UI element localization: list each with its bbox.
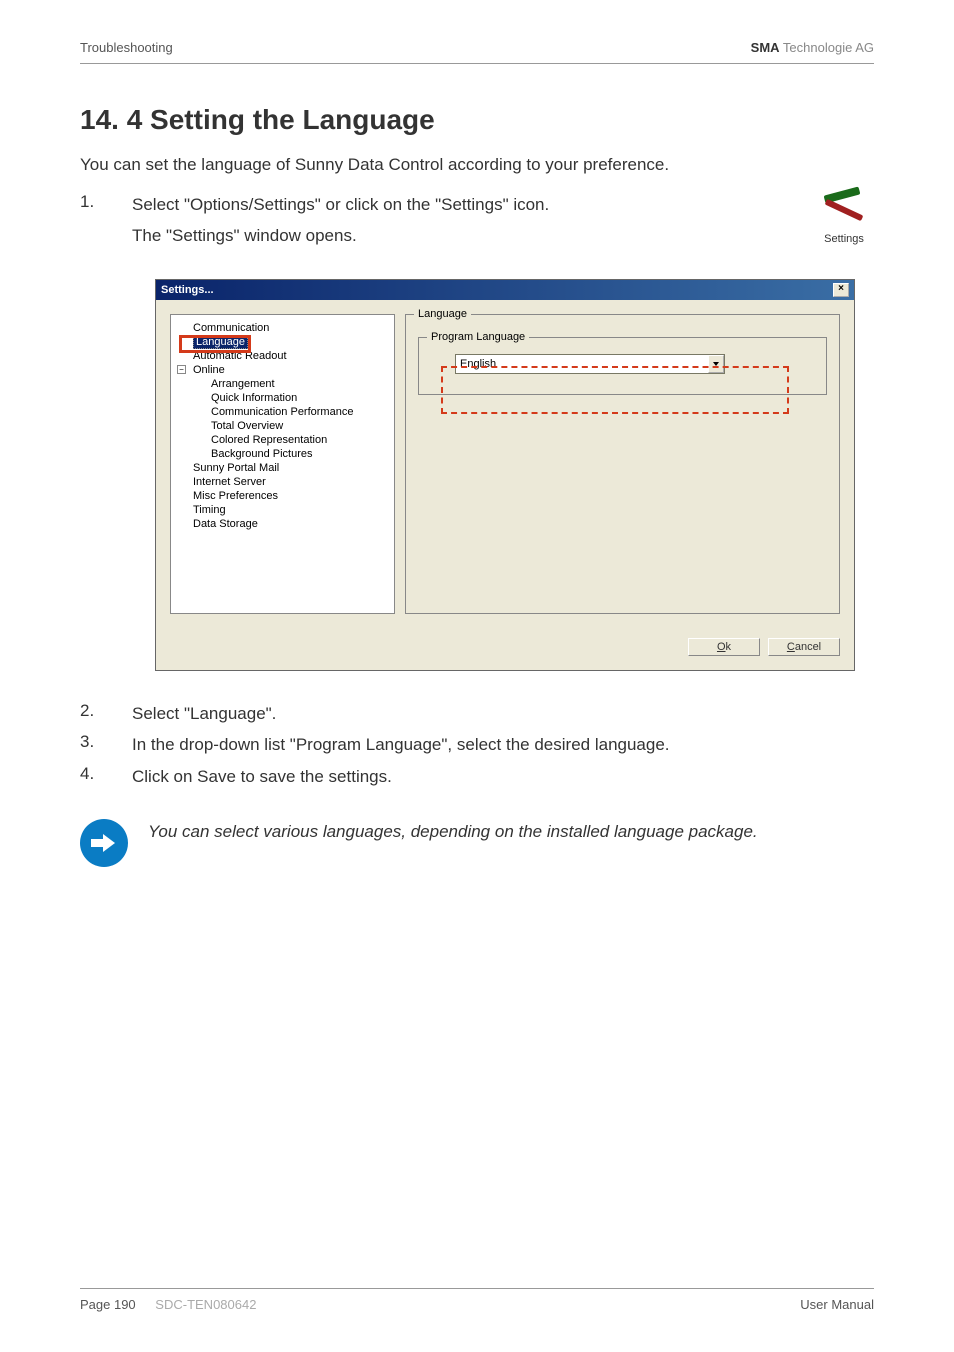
settings-dialog-container: Settings... × Communication Language Aut… [155,279,855,671]
footer-divider [80,1288,874,1289]
step-4-text: Click on Save to save the settings. [132,764,874,790]
dropdown-value: English [456,356,708,372]
tree-data-storage[interactable]: Data Storage [175,517,390,531]
tree-comm-perf[interactable]: Communication Performance [175,405,390,419]
tree-misc[interactable]: Misc Preferences [175,489,390,503]
doc-code: SDC-TEN080642 [155,1297,256,1312]
tree-bg-pictures[interactable]: Background Pictures [175,447,390,461]
page-number: Page 190 [80,1297,136,1312]
tree-auto-readout[interactable]: Automatic Readout [175,349,390,363]
tree-language[interactable]: Language [175,335,390,349]
tree-quick-info[interactable]: Quick Information [175,391,390,405]
tree-expand-icon[interactable]: − [177,365,186,374]
close-button[interactable]: × [833,283,849,297]
dialog-body: Communication Language Automatic Readout… [156,300,854,628]
step-2-text: Select "Language". [132,701,874,727]
header-divider [80,63,874,64]
step-1-sub: The "Settings" window opens. [132,223,874,249]
header-left: Troubleshooting [80,40,173,55]
step-2-num: 2. [80,701,132,721]
footer-right: User Manual [800,1297,874,1312]
section-title: 14. 4 Setting the Language [80,104,874,136]
header-right: SMA Technologie AG [751,40,874,55]
step-3-text: In the drop-down list "Program Language"… [132,732,874,758]
chevron-down-icon[interactable] [708,355,724,373]
note-text: You can select various languages, depend… [148,819,758,845]
step-2: 2. Select "Language". [80,701,874,727]
dialog-footer: Ok Cancel [156,628,854,670]
page-header: Troubleshooting SMA Technologie AG [80,40,874,55]
tree-online[interactable]: − Online [175,363,390,377]
settings-icon-label: Settings [814,233,874,245]
step-4-num: 4. [80,764,132,784]
dialog-title: Settings... [161,284,214,296]
step-1: 1. Select "Options/Settings" or click on… [80,192,874,218]
tree-communication[interactable]: Communication [175,321,390,335]
right-panel: Language Program Language English [405,314,840,614]
cancel-button[interactable]: Cancel [768,638,840,656]
language-dropdown[interactable]: English [455,354,725,374]
settings-dialog: Settings... × Communication Language Aut… [155,279,855,671]
settings-icon[interactable] [822,185,866,229]
language-groupbox: Language Program Language English [405,314,840,614]
ok-button[interactable]: Ok [688,638,760,656]
step-1-num: 1. [80,192,132,212]
step-4: 4. Click on Save to save the settings. [80,764,874,790]
header-tech: Technologie AG [780,40,874,55]
tree-panel: Communication Language Automatic Readout… [170,314,395,614]
footer-left: Page 190 SDC-TEN080642 [80,1297,256,1312]
tree-arrangement[interactable]: Arrangement [175,377,390,391]
page-footer: Page 190 SDC-TEN080642 User Manual [80,1288,874,1312]
tree-internet-server[interactable]: Internet Server [175,475,390,489]
tree-timing[interactable]: Timing [175,503,390,517]
step-3: 3. In the drop-down list "Program Langua… [80,732,874,758]
note-block: You can select various languages, depend… [80,819,874,867]
inner-group-title: Program Language [427,331,529,343]
program-language-group: Program Language English [418,337,827,395]
tree-sunny-portal[interactable]: Sunny Portal Mail [175,461,390,475]
tree-colored-rep[interactable]: Colored Representation [175,433,390,447]
header-sma: SMA [751,40,780,55]
arrow-icon [80,819,128,867]
tree-total-overview[interactable]: Total Overview [175,419,390,433]
intro-text: You can set the language of Sunny Data C… [80,152,874,178]
step-3-num: 3. [80,732,132,752]
step-1-text: Select "Options/Settings" or click on th… [132,192,874,218]
groupbox-title: Language [414,308,471,320]
dialog-titlebar: Settings... × [156,280,854,300]
settings-icon-block: Settings [814,185,874,245]
